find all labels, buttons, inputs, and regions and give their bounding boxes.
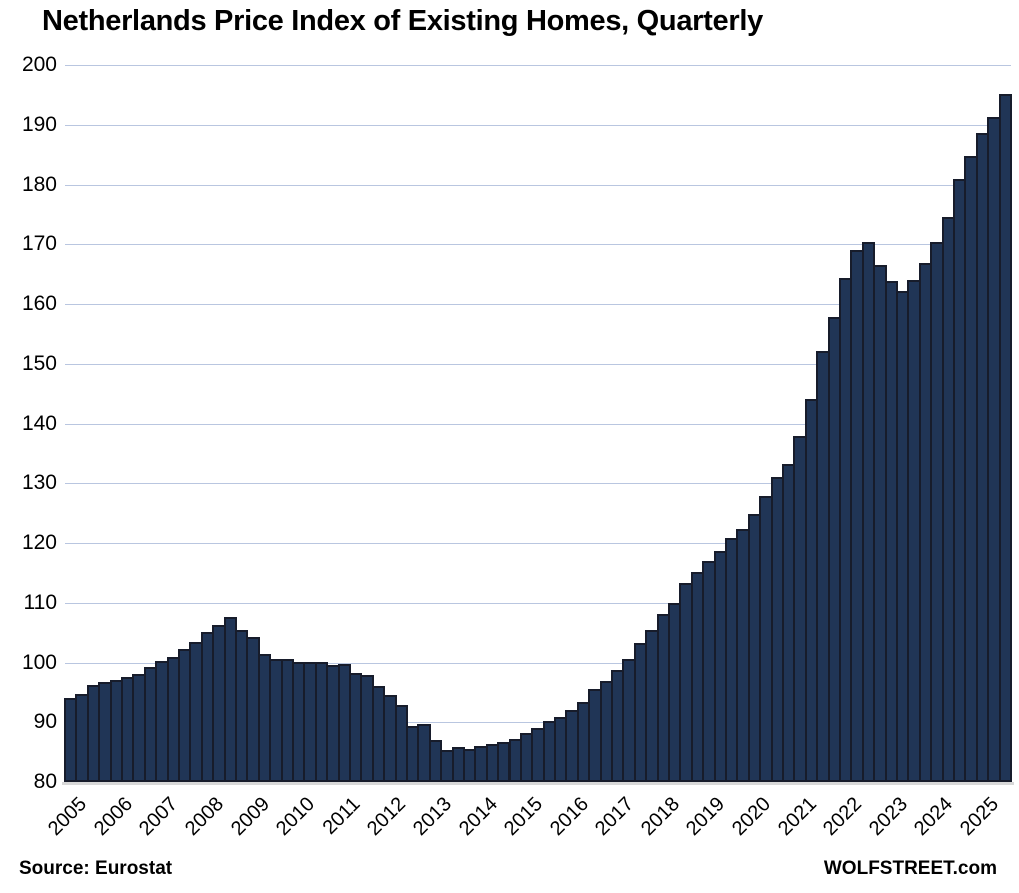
gridline [65, 602, 1011, 604]
footer-source: Source: Eurostat [19, 858, 173, 879]
y-axis-tick-label: 120 [21, 531, 57, 554]
x-axis-year-label: 2016 [545, 793, 593, 841]
y-axis-tick-label: 160 [21, 292, 57, 315]
gridline [65, 244, 1011, 246]
x-axis-year-label: 2008 [181, 793, 229, 841]
x-axis-year-label: 2009 [226, 793, 274, 841]
y-axis-tick-label: 110 [23, 590, 57, 614]
gridline [65, 65, 1011, 66]
gridline [65, 483, 1011, 485]
x-axis-year-label: 2017 [591, 793, 639, 841]
gridline [65, 304, 1011, 305]
plot-area [62, 65, 1014, 785]
x-axis-line [62, 782, 1014, 785]
gridline [65, 363, 1011, 365]
x-axis-year-label: 2012 [363, 793, 411, 841]
bar [998, 93, 1012, 782]
x-axis-year-label: 2010 [272, 793, 320, 841]
gridline [65, 543, 1011, 544]
y-axis-tick-label: 130 [21, 471, 57, 495]
y-axis-tick-label: 190 [21, 112, 57, 136]
y-axis-tick-label: 90 [33, 710, 57, 734]
gridline [65, 423, 1011, 425]
y-axis-tick-label: 150 [21, 351, 57, 375]
x-axis-year-label: 2024 [910, 793, 958, 841]
gridline [65, 124, 1011, 126]
x-axis-year-label: 2022 [819, 793, 867, 841]
x-axis-year-label: 2007 [135, 793, 183, 841]
x-axis-year-label: 2011 [318, 793, 365, 839]
y-axis-tick-label: 140 [21, 411, 57, 435]
y-axis-tick-label: 80 [33, 770, 57, 793]
y-axis-tick-label: 170 [21, 232, 57, 256]
x-axis-year-label: 2015 [500, 793, 548, 841]
x-axis-year-label: 2023 [864, 793, 912, 841]
x-axis-year-label: 2013 [408, 793, 456, 841]
x-axis-year-label: 2014 [454, 793, 502, 841]
x-axis-year-label: 2025 [956, 793, 1004, 841]
gridline [65, 662, 1011, 664]
x-axis-year-label: 2020 [728, 793, 776, 841]
x-axis-year-label: 2019 [682, 793, 730, 841]
chart-title: Netherlands Price Index of Existing Home… [42, 5, 763, 37]
x-axis-year-label: 2018 [636, 793, 684, 841]
x-axis-year-label: 2006 [89, 793, 137, 841]
x-axis-year-label: 2021 [773, 793, 821, 841]
x-axis-year-label: 2005 [44, 793, 92, 841]
y-axis-tick-label: 100 [21, 650, 57, 674]
y-axis-tick-label: 180 [21, 172, 57, 196]
y-axis-tick-label: 200 [21, 53, 57, 76]
gridline [65, 184, 1011, 186]
gridline [65, 722, 1011, 724]
footer-site-logo: WOLFSTREET.com [823, 858, 997, 879]
